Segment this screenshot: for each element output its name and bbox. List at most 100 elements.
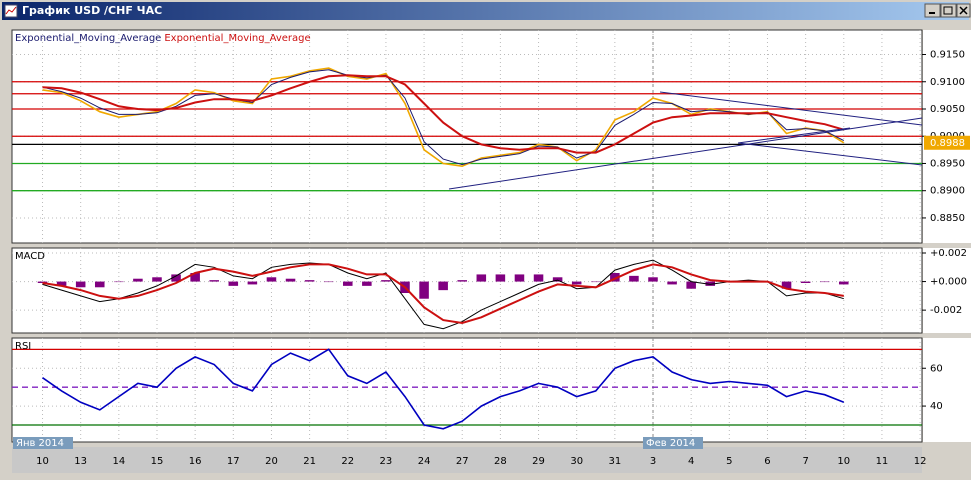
- legend-entry: Exponential_Moving_Average: [15, 33, 161, 44]
- title-bar: [2, 2, 969, 20]
- histogram-bar: [667, 281, 677, 285]
- histogram-bar: [190, 273, 200, 282]
- y-tick-label: 0.9050: [930, 104, 965, 115]
- x-tick-label: 24: [418, 456, 431, 467]
- histogram-bar: [228, 281, 239, 286]
- x-tick-label: 14: [112, 456, 125, 467]
- series-line: [42, 67, 845, 168]
- y-tick-label: +0.000: [930, 277, 967, 288]
- histogram-bar: [438, 281, 448, 291]
- x-tick-label: 5: [726, 456, 732, 467]
- series-line: [42, 74, 845, 154]
- panel-title: RSI: [15, 341, 31, 352]
- histogram-bar: [381, 280, 391, 282]
- histogram-bar: [686, 281, 696, 289]
- y-tick-label: 60: [930, 363, 943, 374]
- x-tick-label: 3: [650, 456, 656, 467]
- x-tick-label: 21: [303, 456, 316, 467]
- x-tick-label: 20: [265, 456, 278, 467]
- histogram-bar: [610, 273, 620, 282]
- month-label-box: [643, 437, 704, 449]
- histogram-bar: [75, 281, 86, 288]
- x-tick-label: 13: [74, 456, 87, 467]
- x-tick-label: 10: [837, 456, 850, 467]
- x-tick-label: 23: [380, 456, 393, 467]
- histogram-bar: [304, 280, 315, 282]
- y-tick-label: +0.002: [930, 248, 967, 259]
- x-axis-strip: [12, 447, 922, 473]
- histogram-bar: [476, 274, 487, 282]
- panel: [11, 337, 923, 443]
- histogram-bar: [209, 280, 219, 282]
- current-price-label: 0.8988: [930, 138, 965, 149]
- histogram-bar: [285, 278, 296, 282]
- panel: [11, 247, 923, 334]
- minimize-button[interactable]: [924, 3, 941, 18]
- histogram-bar: [629, 275, 639, 282]
- x-tick-label: 16: [189, 456, 202, 467]
- x-tick-label: 30: [570, 456, 583, 467]
- histogram-bar: [342, 281, 353, 286]
- histogram-bar: [133, 278, 143, 282]
- x-tick-label: 17: [227, 456, 240, 467]
- histogram-bar: [819, 281, 830, 283]
- window-icon-line: [5, 6, 17, 15]
- histogram-bar: [781, 281, 792, 289]
- x-tick-label: 4: [688, 456, 694, 467]
- x-tick-label: 10: [36, 456, 49, 467]
- histogram-bar: [571, 281, 582, 285]
- x-tick-label: 6: [764, 456, 770, 467]
- histogram-bar: [705, 281, 716, 286]
- x-tick-label: 7: [802, 456, 808, 467]
- histogram-bar: [37, 281, 48, 283]
- y-tick-label: 0.9150: [930, 50, 965, 61]
- price-axis: [923, 338, 971, 442]
- legend-entry: Exponential_Moving_Average: [164, 33, 310, 44]
- price-axis: [923, 248, 971, 333]
- histogram-bar: [495, 274, 506, 282]
- histogram-bar: [362, 281, 372, 286]
- histogram-bar: [266, 277, 277, 282]
- histogram-bar: [152, 277, 162, 282]
- histogram-bar: [839, 281, 849, 285]
- x-tick-label: 31: [608, 456, 621, 467]
- x-tick-label: 11: [876, 456, 889, 467]
- histogram-bar: [94, 281, 105, 288]
- y-tick-label: 0.8900: [930, 186, 965, 197]
- histogram-bar: [457, 280, 467, 282]
- histogram-bar: [591, 281, 601, 283]
- close-button[interactable]: [956, 3, 971, 18]
- panel-title: MACD: [15, 251, 45, 262]
- histogram-bar: [171, 274, 181, 282]
- series-line: [42, 259, 844, 330]
- series-line: [42, 263, 844, 325]
- current-price-box: [924, 135, 970, 150]
- y-tick-label: 0.8950: [930, 158, 965, 169]
- histogram-bar: [552, 277, 563, 282]
- window-title: График USD /CHF ЧАС: [22, 4, 162, 17]
- histogram-bar: [114, 281, 124, 283]
- x-tick-label: 28: [494, 456, 507, 467]
- trend-lines: [448, 91, 923, 190]
- histogram-bar: [419, 281, 429, 299]
- y-tick-label: 0.8850: [930, 213, 965, 224]
- series-line: [42, 69, 845, 166]
- x-tick-label: 12: [914, 456, 927, 467]
- x-tick-label: 27: [456, 456, 469, 467]
- series-line: [42, 348, 845, 430]
- x-tick-label: 22: [341, 456, 354, 467]
- histogram-bar: [533, 274, 544, 282]
- histogram-bar: [247, 281, 258, 285]
- histogram-bar: [56, 281, 67, 286]
- x-tick-label: 29: [532, 456, 545, 467]
- y-tick-label: 40: [930, 401, 943, 412]
- month-label-box: [13, 437, 73, 449]
- histogram-bar: [800, 281, 811, 283]
- maximize-button[interactable]: [940, 3, 957, 18]
- y-tick-label: 0.9100: [930, 77, 965, 88]
- histogram-bar: [514, 274, 525, 282]
- month-label: Фев 2014: [646, 438, 695, 449]
- histogram-bar: [323, 281, 334, 283]
- y-tick-label: -0.002: [930, 305, 962, 316]
